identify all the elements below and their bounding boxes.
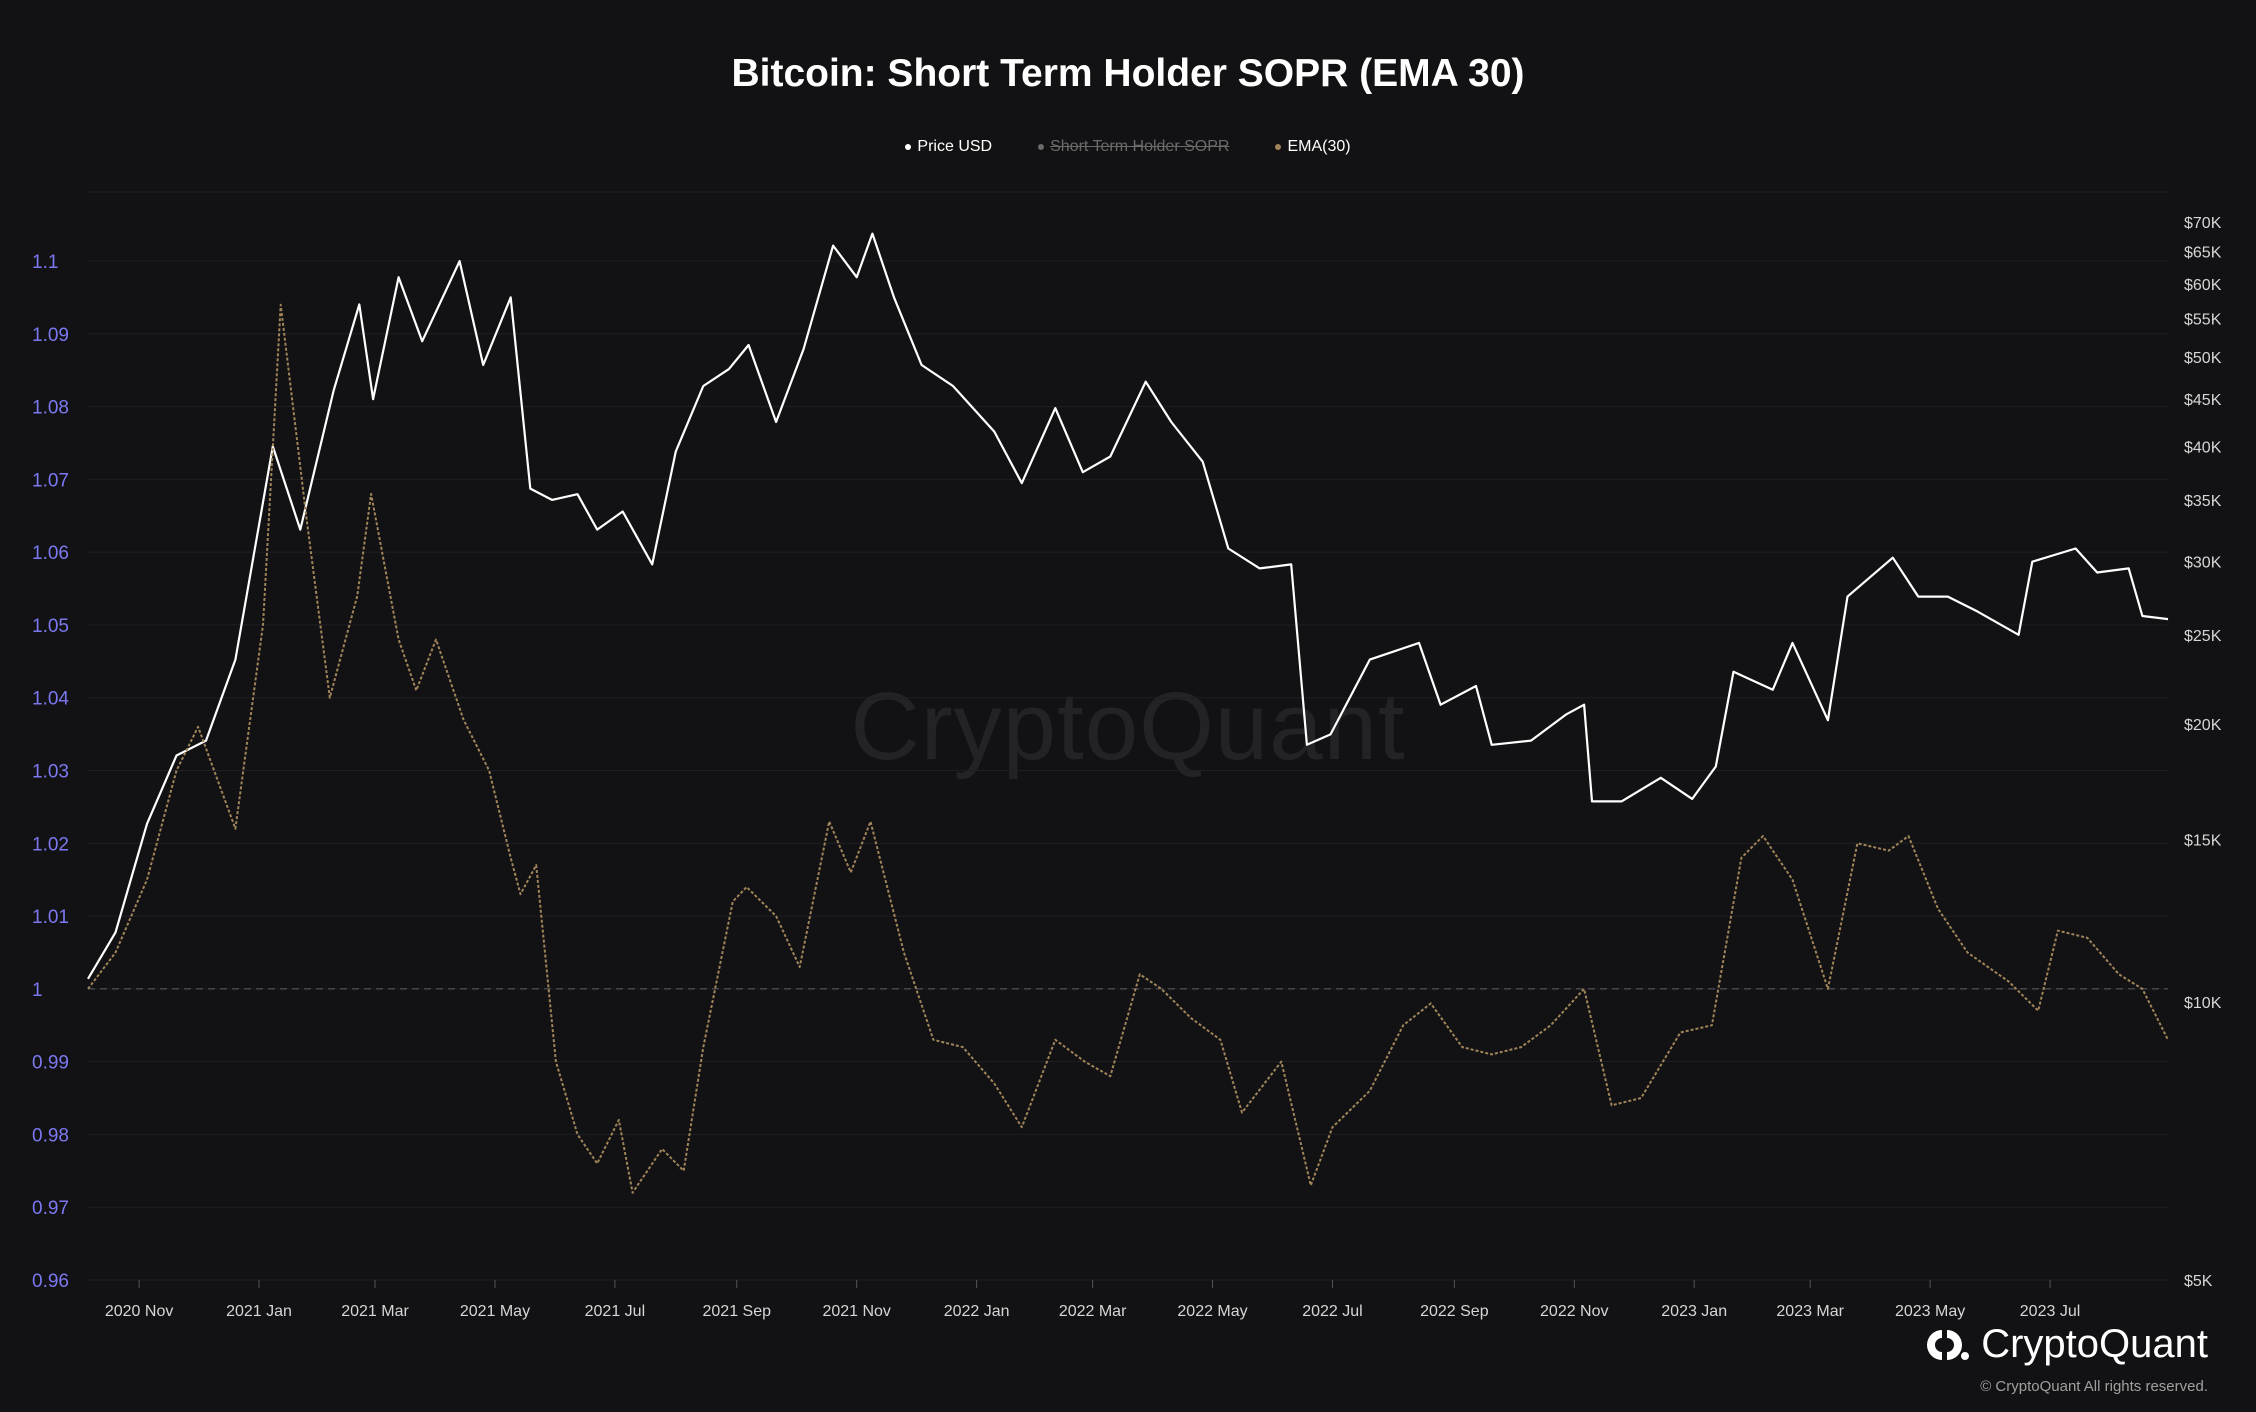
y-tick-label-left: 0.98 — [32, 1125, 69, 1146]
price-usd-line — [87, 232, 2169, 980]
x-axis: 2020 Nov 2021 Jan 2021 Mar 2021 May 2021 Jul… — [105, 1280, 2080, 1320]
brand-name: CryptoQuant — [1981, 1322, 2208, 1366]
y-tick-label-right: $10K — [2184, 995, 2222, 1012]
y-tick-label-right: $25K — [2184, 628, 2222, 645]
y-tick-label-right: $30K — [2184, 555, 2222, 572]
x-tick-label: 2020 Nov — [105, 1303, 174, 1320]
price-dot-icon — [905, 144, 912, 150]
y-tick-label-left: 1.03 — [32, 762, 69, 783]
series-layer — [87, 232, 2169, 1194]
legend-item-price[interactable]: Price USD — [905, 138, 992, 156]
ema-dot-icon — [1275, 144, 1282, 150]
y-tick-label-right: $50K — [2184, 350, 2222, 367]
y-tick-label-right: $65K — [2184, 245, 2222, 262]
watermark: CryptoQuant — [850, 673, 1406, 780]
x-tick-label: 2022 Jan — [944, 1303, 1010, 1320]
x-tick-label: 2023 Mar — [1776, 1303, 1844, 1320]
x-tick-label: 2023 Jan — [1661, 1303, 1727, 1320]
legend-item-ema[interactable]: EMA(30) — [1275, 138, 1351, 156]
brand: CryptoQuant — [1925, 1322, 2208, 1367]
y-tick-label-right: $45K — [2184, 392, 2222, 409]
y-tick-label-right: $40K — [2184, 439, 2222, 456]
y-tick-label-left: 0.97 — [32, 1198, 69, 1219]
grid-lines — [88, 191, 2168, 1281]
legend-label-price: Price USD — [917, 138, 993, 155]
ema30-line — [87, 303, 2169, 1194]
y-tick-label-left: 0.99 — [32, 1053, 69, 1074]
copyright: © CryptoQuant All rights reserved. — [1980, 1378, 2208, 1395]
y-tick-label-left: 1.06 — [32, 543, 69, 564]
y-tick-label-left: 1.1 — [32, 252, 58, 273]
x-tick-label: 2021 May — [460, 1303, 530, 1320]
y-axis-left: 1.1 1.09 1.08 1.07 1.06 1.05 1.04 1.03 1.02 1.01 1… — [32, 252, 69, 1292]
x-tick-label: 2021 Nov — [822, 1303, 891, 1320]
x-tick-label: 2022 Sep — [1420, 1303, 1489, 1320]
y-tick-label-left: 1.07 — [32, 470, 69, 491]
chart-title: Bitcoin: Short Term Holder SOPR (EMA 30) — [731, 52, 1525, 95]
x-tick-label: 2023 Jul — [2020, 1303, 2081, 1320]
y-tick-label-left: 1.09 — [32, 325, 69, 346]
y-tick-label-right: $70K — [2184, 215, 2222, 232]
x-tick-label: 2022 Jul — [1302, 1303, 1363, 1320]
legend-label-sopr: Short Term Holder SOPR — [1050, 138, 1230, 155]
y-axis-right: $70K $65K $60K $55K $50K $45K $40K $35K $30K $25K… — [2184, 215, 2222, 1290]
y-tick-label-right: $15K — [2184, 833, 2222, 850]
x-tick-label: 2022 Nov — [1540, 1303, 1609, 1320]
cryptoquant-logo-icon — [1927, 1329, 1970, 1360]
y-tick-label-left: 1.08 — [32, 398, 69, 419]
x-tick-label: 2021 Mar — [341, 1303, 409, 1320]
y-tick-label-left: 1.02 — [32, 834, 69, 855]
y-tick-label-left: 1.04 — [32, 689, 69, 710]
y-tick-label-right: $55K — [2184, 312, 2222, 329]
x-tick-label: 2021 Jul — [585, 1303, 646, 1320]
x-tick-label: 2021 Jan — [226, 1303, 292, 1320]
legend: Price USD Short Term Holder SOPR EMA(30) — [0, 138, 2256, 156]
y-tick-label-right: $60K — [2184, 277, 2222, 294]
x-tick-label: 2022 May — [1177, 1303, 1247, 1320]
x-tick-label: 2023 May — [1895, 1303, 1965, 1320]
sopr-dot-icon — [1038, 144, 1045, 150]
y-tick-label-left: 0.96 — [32, 1271, 69, 1292]
legend-label-ema: EMA(30) — [1287, 138, 1351, 155]
y-tick-label-left: 1.05 — [32, 616, 69, 637]
y-tick-label-left: 1.01 — [32, 907, 69, 928]
y-tick-label-left: 1 — [32, 980, 43, 1001]
y-tick-label-right: $5K — [2184, 1273, 2213, 1290]
x-tick-label: 2021 Sep — [703, 1303, 772, 1320]
legend-item-sopr[interactable]: Short Term Holder SOPR — [1038, 138, 1229, 156]
y-tick-label-right: $35K — [2184, 493, 2222, 510]
x-tick-label: 2022 Mar — [1059, 1303, 1127, 1320]
y-tick-label-right: $20K — [2184, 717, 2222, 734]
